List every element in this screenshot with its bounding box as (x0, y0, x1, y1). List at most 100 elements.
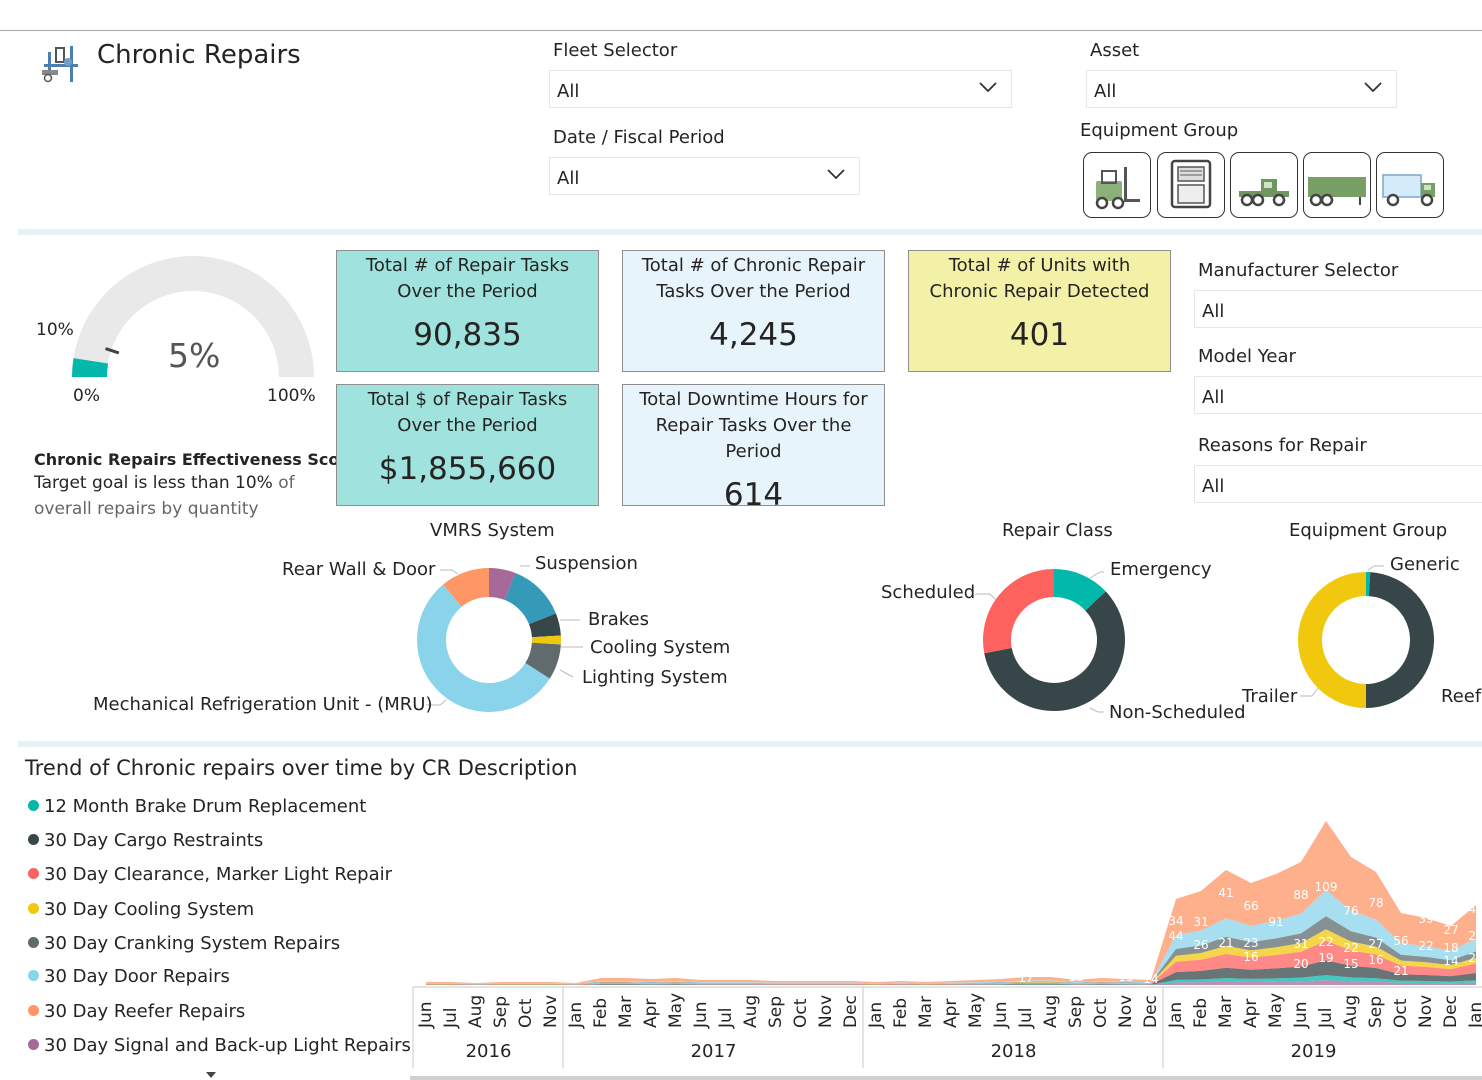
equipment-tractor-button[interactable] (1230, 152, 1298, 218)
kpi-title: Total # of Units with Chronic Repair Det… (929, 255, 1150, 302)
forklift-icon (1095, 167, 1140, 210)
trend-data-label: 21 (1393, 964, 1408, 978)
equipment-group-label: Equipment Group (1080, 120, 1239, 141)
donut-slice[interactable] (1298, 572, 1366, 708)
legend-item[interactable]: 30 Day Clearance, Marker Light Repair (28, 864, 392, 885)
trend-month-label: May (1266, 992, 1286, 1028)
model-year-label: Model Year (1198, 346, 1296, 367)
model-year-dropdown[interactable]: All (1194, 376, 1482, 414)
trend-areas[interactable] (426, 821, 1476, 985)
legend-scroll-down-icon[interactable] (204, 1070, 218, 1080)
date-period-value: All (557, 168, 580, 189)
equipment-box-truck-button[interactable] (1376, 152, 1444, 218)
section-divider (18, 741, 1482, 747)
trend-data-label: 14 (1443, 954, 1458, 968)
trend-data-label: 44 (1168, 929, 1183, 943)
reasons-for-repair-dropdown[interactable]: All (1194, 465, 1482, 503)
trend-data-label: 15 (1118, 970, 1133, 984)
legend-item[interactable]: 30 Day Cranking System Repairs (28, 933, 340, 954)
legend-item[interactable]: 30 Day Reefer Repairs (28, 1001, 245, 1022)
legend-label: 30 Day Door Repairs (44, 966, 230, 987)
donut-slice[interactable] (1366, 572, 1371, 597)
trend-month-label: Oct (1391, 998, 1411, 1028)
legend-label: 30 Day Cooling System (44, 899, 255, 920)
equipment-reefer-button[interactable] (1157, 152, 1225, 218)
equipment-trailer-button[interactable] (1303, 152, 1371, 218)
trend-data-label: 16 (1243, 950, 1258, 964)
trend-data-label: 39 (1418, 912, 1433, 926)
kpi-repair-dollars: Total $ of Repair Tasks Over the Period … (336, 384, 599, 506)
trend-month-label: Dec (1141, 995, 1161, 1028)
legend-dot (28, 1039, 39, 1050)
leader-lines (426, 565, 1384, 713)
equipment-group-chart-title: Equipment Group (1289, 520, 1448, 541)
asset-label: Asset (1090, 40, 1140, 61)
trend-data-label: 15 (1343, 957, 1358, 971)
donut-slice[interactable] (984, 591, 1125, 712)
trend-month-label: Jan (566, 1001, 586, 1028)
trend-month-label: Oct (791, 998, 811, 1028)
repair-class-donut[interactable] (983, 569, 1125, 712)
trend-area-series[interactable] (426, 980, 1476, 985)
equipment-forklift-button[interactable] (1083, 152, 1151, 218)
donut-slice[interactable] (531, 635, 561, 645)
donut-slice[interactable] (1054, 569, 1106, 611)
trend-area-series[interactable] (426, 975, 1476, 985)
donut-slice[interactable] (983, 569, 1054, 654)
vmrs-donut[interactable] (417, 568, 561, 712)
trend-data-label: 19 (1318, 951, 1333, 965)
donut-slice[interactable] (1366, 572, 1435, 708)
donut-slice[interactable] (417, 584, 550, 712)
trend-month-label: Mar (1216, 995, 1236, 1028)
vmrs-label-lighting-system: Lighting System (582, 667, 728, 688)
trend-data-label: 56 (1393, 934, 1408, 948)
donut-slice[interactable] (443, 568, 489, 607)
trend-month-label: Aug (1041, 994, 1061, 1028)
trend-area-series[interactable] (426, 821, 1476, 984)
trend-month-label: Jun (416, 1001, 436, 1028)
trend-data-label: 31 (1293, 937, 1308, 951)
donut-slice[interactable] (504, 573, 556, 625)
manufacturer-selector-dropdown[interactable]: All (1194, 290, 1482, 328)
trailer-icon (1308, 177, 1366, 207)
legend-item[interactable]: 30 Day Cooling System (28, 899, 254, 920)
kpi-value: 90,835 (413, 317, 522, 353)
legend-item[interactable]: 30 Day Door Repairs (28, 966, 230, 987)
legend-dot (28, 868, 39, 879)
trend-year-label: 2017 (690, 1041, 737, 1062)
kpi-title: Total # of Repair Tasks Over the Period (365, 255, 570, 302)
gauge-title: Chronic Repairs Effectiveness Score (34, 450, 359, 469)
fleet-selector-label: Fleet Selector (553, 40, 678, 61)
legend-dot (28, 903, 39, 914)
trend-month-label: May (666, 992, 686, 1028)
gauge-max-label: 100% (267, 386, 316, 406)
date-period-dropdown[interactable]: All (549, 157, 860, 195)
vmrs-chart-title: VMRS System (430, 520, 555, 541)
trend-area-series[interactable] (426, 960, 1476, 985)
gauge-description-of: of (272, 473, 295, 493)
legend-item[interactable]: 30 Day Cargo Restraints (28, 830, 263, 851)
repair-class-label-non-scheduled: Non-Scheduled (1109, 702, 1246, 723)
equipment-group-donut[interactable] (1298, 572, 1435, 708)
trend-area-series[interactable] (426, 940, 1476, 985)
reefer-unit-icon (1170, 159, 1212, 209)
trend-area-series[interactable] (426, 889, 1476, 985)
donut-slice[interactable] (528, 613, 561, 638)
asset-dropdown[interactable]: All (1086, 70, 1397, 108)
legend-item[interactable]: 30 Day Signal and Back-up Light Repairs (28, 1035, 411, 1056)
repair-class-label-scheduled: Scheduled (881, 582, 976, 603)
fleet-selector-dropdown[interactable]: All (549, 70, 1012, 108)
trend-year-label: 2018 (990, 1041, 1037, 1062)
trend-month-label: Sep (1366, 995, 1386, 1028)
kpi-repair-tasks: Total # of Repair Tasks Over the Period … (336, 250, 599, 372)
trend-data-label: 22 (1343, 941, 1358, 955)
trend-data-label: 27 (1368, 937, 1383, 951)
model-year-value: All (1202, 387, 1225, 408)
trend-horizontal-scrollbar[interactable] (410, 1076, 1482, 1080)
trend-data-label: 21 (1218, 936, 1233, 950)
donut-slice[interactable] (489, 568, 516, 601)
donut-slice[interactable] (525, 642, 561, 679)
kpi-title: Total $ of Repair Tasks Over the Period (367, 389, 568, 436)
legend-item[interactable]: 12 Month Brake Drum Replacement (28, 796, 366, 817)
